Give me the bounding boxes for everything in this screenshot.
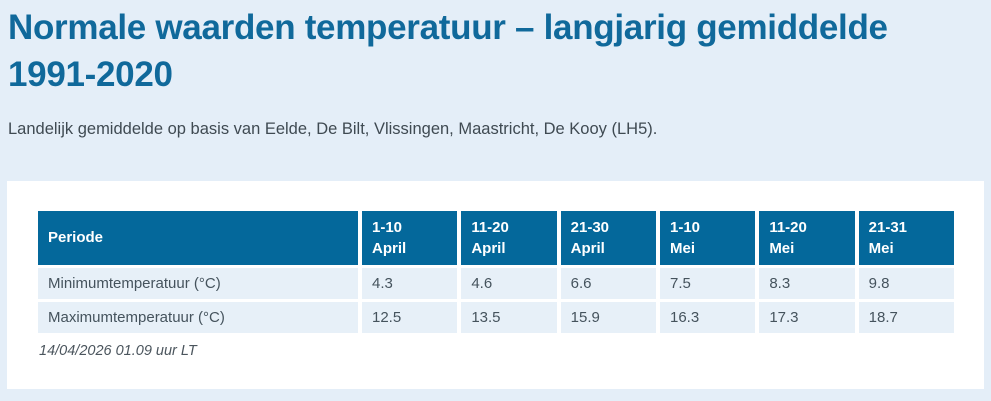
table-header-row: Periode 1-10 April 11-20 April 21-30 Apr… — [38, 210, 954, 265]
timestamp: 14/04/2026 01.09 uur LT — [39, 342, 197, 359]
column-header-1-10-mei: 1-10 Mei — [659, 210, 756, 265]
page-subtitle: Landelijk gemiddelde op basis van Eelde,… — [8, 120, 658, 139]
column-header-period: 11-20 — [769, 218, 807, 236]
temperature-table: Periode 1-10 April 11-20 April 21-30 Apr… — [34, 208, 958, 336]
column-header-period: 21-30 — [570, 218, 610, 236]
column-header-month: April — [570, 239, 605, 257]
column-header-11-20-april: 11-20 April — [461, 210, 557, 265]
column-header-month: April — [471, 239, 506, 257]
column-header-month: Mei — [769, 239, 795, 257]
cell-min-11-20-april: 4.6 — [461, 267, 557, 299]
cell-max-11-20-april: 13.5 — [461, 301, 557, 333]
column-header-month: April — [372, 239, 407, 257]
cell-max-21-30-april: 15.9 — [560, 301, 656, 333]
cell-min-11-20-mei: 8.3 — [759, 267, 855, 299]
column-header-11-20-mei: 11-20 Mei — [759, 210, 855, 265]
column-header-month: Mei — [669, 239, 695, 257]
column-header-period: 21-31 — [868, 218, 908, 236]
cell-min-1-10-mei: 7.5 — [659, 267, 756, 299]
column-header-1-10-april: 1-10 April — [362, 210, 458, 265]
table-row-minimum: Minimumtemperatuur (°C) 4.3 4.6 6.6 7.5 … — [38, 267, 954, 299]
cell-max-1-10-mei: 16.3 — [659, 301, 756, 333]
cell-max-1-10-april: 12.5 — [362, 301, 458, 333]
column-header-month: Mei — [868, 239, 894, 257]
content-card: Periode 1-10 April 11-20 April 21-30 Apr… — [7, 180, 984, 389]
cell-min-21-30-april: 6.6 — [560, 267, 656, 299]
column-header-21-31-mei: 21-31 Mei — [858, 210, 954, 265]
table-row-maximum: Maximumtemperatuur (°C) 12.5 13.5 15.9 1… — [38, 301, 954, 333]
cell-min-1-10-april: 4.3 — [362, 267, 458, 299]
page-title: Normale waarden temperatuur – langjarig … — [8, 8, 888, 94]
column-header-period: 11-20 — [471, 218, 509, 236]
row-label-maximumtemperatuur: Maximumtemperatuur (°C) — [38, 301, 358, 333]
row-label-minimumtemperatuur: Minimumtemperatuur (°C) — [38, 267, 358, 299]
column-header-period: 1-10 — [669, 218, 701, 236]
cell-min-21-31-mei: 9.8 — [858, 267, 954, 299]
column-header-periode: Periode — [38, 210, 358, 265]
cell-max-21-31-mei: 18.7 — [858, 301, 954, 333]
page-header: Normale waarden temperatuur – langjarig … — [0, 0, 991, 140]
column-header-21-30-april: 21-30 April — [560, 210, 656, 265]
cell-max-11-20-mei: 17.3 — [759, 301, 855, 333]
column-header-period: 1-10 — [372, 218, 403, 236]
